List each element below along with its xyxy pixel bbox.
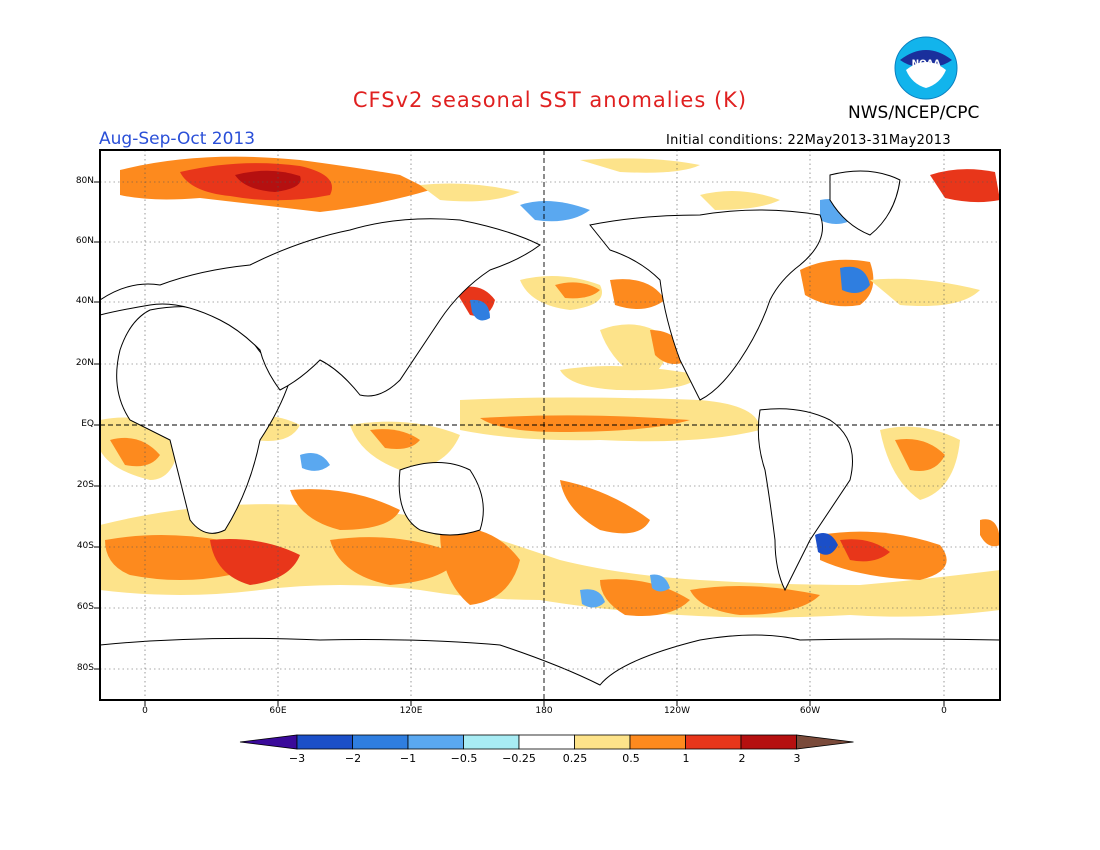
agency-label: NWS/NCEP/CPC: [848, 103, 980, 123]
antarctica-coastline: [100, 634, 1000, 700]
australia-coastline: [398, 462, 484, 536]
lat-label-20s: 20S: [76, 480, 94, 490]
lat-label-80n: 80N: [75, 176, 94, 186]
colorbar-segment: [463, 734, 520, 750]
lat-label-60n: 60N: [75, 236, 94, 246]
lon-label-60e: 60E: [269, 706, 287, 716]
colorbar-label: −2: [344, 752, 362, 765]
colorbar-label: −0.5: [450, 752, 478, 765]
north-america-coastline: [589, 209, 823, 401]
colorbar-label: 1: [682, 752, 690, 765]
lon-label-180: 180: [535, 706, 553, 716]
colorbar-segment: [407, 734, 464, 750]
lon-label-0-east: 0: [941, 706, 947, 716]
lat-label-60s: 60S: [76, 602, 94, 612]
colorbar-label: −0.25: [502, 752, 536, 765]
africa-coastline: [116, 306, 291, 534]
colorbar-segment: [352, 734, 409, 750]
lat-label-eq: EQ: [81, 419, 94, 429]
colorbar-low-arrow: [239, 734, 298, 750]
initial-conditions-label: Initial conditions: 22May2013-31May2013: [666, 133, 951, 148]
lat-label-80s: 80S: [76, 663, 94, 673]
greenland-coastline: [829, 170, 901, 236]
colorbar-label: 3: [793, 752, 801, 765]
colorbar-segment: [296, 734, 353, 750]
lon-label-120w: 120W: [663, 706, 691, 716]
colorbar-label: 0.25: [562, 752, 588, 765]
colorbar-label: 2: [738, 752, 746, 765]
colorbar-segment: [685, 734, 742, 750]
colorbar-segment: [740, 734, 797, 750]
lat-label-40s: 40S: [76, 541, 94, 551]
page-title: CFSv2 seasonal SST anomalies (K): [352, 88, 748, 112]
season-label: Aug-Sep-Oct 2013: [99, 129, 256, 149]
colorbar-label: −3: [288, 752, 306, 765]
colorbar-segment: [629, 734, 686, 750]
lon-label-0-west: 0: [142, 706, 148, 716]
colorbar-segment: [574, 734, 631, 750]
colorbar-high-arrow: [796, 734, 854, 750]
lon-label-120e: 120E: [399, 706, 423, 716]
noaa-logo-icon: NOAA: [894, 36, 958, 100]
lat-label-40n: 40N: [75, 296, 94, 306]
colorbar-label: −1: [399, 752, 417, 765]
svg-text:NOAA: NOAA: [912, 59, 941, 69]
colorbar-label: 0.5: [622, 752, 640, 765]
south-america-coastline: [757, 408, 853, 592]
lat-label-20n: 20N: [75, 358, 94, 368]
lon-label-60w: 60W: [799, 706, 821, 716]
colorbar-segment: [518, 734, 575, 750]
eurasia-coastline: [100, 218, 541, 397]
